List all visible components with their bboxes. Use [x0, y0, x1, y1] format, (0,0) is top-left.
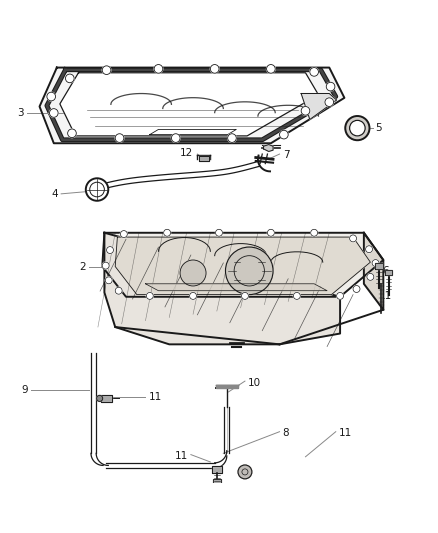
Circle shape [210, 64, 219, 73]
Circle shape [350, 120, 365, 136]
Circle shape [86, 178, 108, 201]
Circle shape [345, 116, 370, 140]
Polygon shape [102, 233, 383, 297]
Polygon shape [104, 233, 340, 344]
Circle shape [180, 260, 206, 286]
Polygon shape [264, 144, 273, 151]
Circle shape [350, 235, 357, 242]
Polygon shape [212, 479, 221, 483]
Circle shape [120, 231, 127, 238]
Circle shape [146, 293, 153, 300]
Circle shape [228, 134, 236, 142]
Text: 8: 8 [283, 428, 289, 438]
Text: 3: 3 [17, 108, 24, 118]
Circle shape [115, 287, 122, 294]
Circle shape [154, 64, 163, 73]
Text: 10: 10 [248, 378, 261, 388]
Circle shape [367, 273, 374, 280]
Circle shape [337, 293, 343, 300]
Polygon shape [101, 395, 112, 402]
Polygon shape [301, 93, 337, 119]
Circle shape [311, 229, 318, 236]
Circle shape [102, 66, 111, 75]
Text: 7: 7 [283, 150, 290, 160]
Circle shape [66, 74, 74, 83]
Text: 11: 11 [379, 291, 392, 301]
Circle shape [47, 92, 56, 101]
Text: 11: 11 [339, 428, 352, 438]
Circle shape [267, 64, 275, 73]
Polygon shape [385, 270, 392, 275]
Circle shape [353, 286, 360, 293]
Circle shape [67, 129, 76, 138]
Text: 6: 6 [382, 266, 389, 276]
Circle shape [105, 277, 112, 284]
Polygon shape [212, 466, 222, 473]
Text: 9: 9 [21, 385, 28, 395]
Circle shape [97, 395, 102, 401]
Polygon shape [199, 156, 209, 160]
Circle shape [268, 229, 274, 236]
Circle shape [190, 293, 197, 300]
Circle shape [279, 130, 288, 139]
Circle shape [215, 229, 223, 236]
Circle shape [325, 98, 334, 107]
Circle shape [106, 247, 113, 254]
Polygon shape [60, 73, 318, 136]
Circle shape [293, 293, 300, 300]
Circle shape [226, 247, 273, 295]
Polygon shape [115, 237, 371, 295]
Circle shape [164, 229, 170, 236]
Text: 4: 4 [52, 189, 58, 199]
Text: 1: 1 [134, 323, 140, 333]
Text: 2: 2 [80, 262, 86, 271]
Circle shape [102, 262, 109, 269]
Polygon shape [39, 68, 344, 143]
Text: 12: 12 [180, 148, 193, 158]
Circle shape [301, 107, 310, 115]
Polygon shape [216, 384, 237, 388]
Circle shape [366, 246, 372, 253]
Circle shape [171, 134, 180, 142]
Polygon shape [364, 233, 383, 310]
Circle shape [49, 109, 58, 117]
Polygon shape [145, 284, 327, 290]
Circle shape [372, 260, 379, 266]
Polygon shape [375, 263, 383, 269]
Text: 11: 11 [175, 451, 188, 461]
Circle shape [238, 465, 252, 479]
Text: 5: 5 [375, 123, 382, 133]
Circle shape [326, 82, 335, 91]
Text: 11: 11 [148, 392, 162, 402]
Circle shape [310, 68, 318, 76]
Circle shape [115, 134, 124, 142]
Circle shape [241, 293, 248, 300]
